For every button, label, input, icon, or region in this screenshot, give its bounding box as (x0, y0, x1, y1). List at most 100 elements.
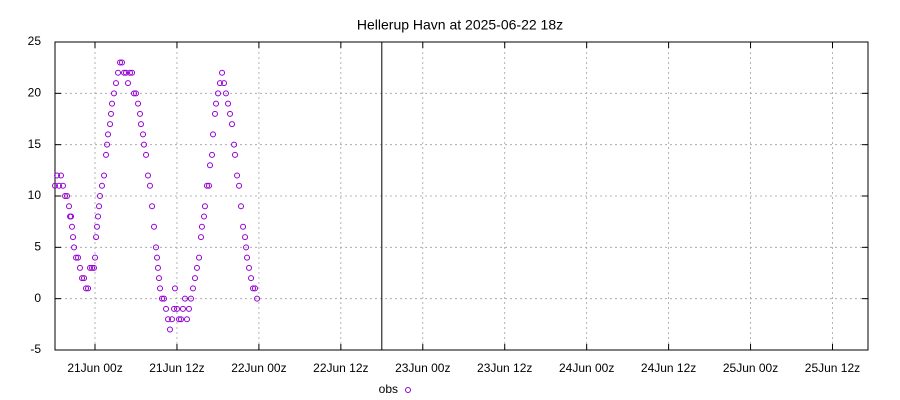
point (182, 295, 189, 302)
x-tick-label: 25Jun 12z (805, 361, 860, 375)
point (219, 69, 226, 76)
point (227, 110, 234, 117)
point (135, 100, 142, 107)
point (98, 182, 105, 189)
point (151, 223, 158, 230)
point (250, 285, 257, 292)
point (155, 275, 162, 282)
point (69, 223, 76, 230)
legend-marker (405, 387, 411, 393)
point (165, 316, 172, 323)
x-tick-label: 21Jun 00z (67, 361, 122, 375)
x-tick-label: 25Jun 00z (723, 361, 778, 375)
point (59, 182, 66, 189)
point (231, 141, 238, 148)
point (205, 182, 212, 189)
point (171, 285, 178, 292)
point (137, 110, 144, 117)
point (187, 295, 194, 302)
point (95, 213, 102, 220)
point (109, 100, 116, 107)
point (244, 254, 251, 261)
point (132, 90, 139, 97)
point (93, 223, 100, 230)
point (58, 172, 65, 179)
point (234, 172, 241, 179)
point (96, 193, 103, 199)
point (145, 172, 152, 179)
point (242, 234, 249, 241)
point (183, 316, 190, 323)
point (176, 316, 183, 323)
point (190, 285, 197, 292)
point (160, 295, 167, 302)
point (193, 264, 200, 271)
point (75, 254, 82, 261)
point (73, 254, 80, 261)
point (104, 131, 111, 138)
point (107, 110, 114, 117)
point (92, 254, 99, 261)
point (152, 244, 159, 251)
point (157, 285, 164, 292)
point (174, 305, 181, 312)
point (124, 80, 131, 87)
point (118, 59, 125, 66)
point (62, 193, 69, 199)
point (96, 203, 103, 210)
point (52, 182, 58, 189)
point (89, 264, 96, 271)
point (213, 100, 220, 107)
point (85, 285, 92, 292)
point (68, 213, 75, 220)
point (101, 172, 108, 179)
point (126, 69, 133, 76)
x-tick-label: 24Jun 12z (641, 361, 696, 375)
point (177, 316, 184, 323)
point (201, 203, 208, 210)
point (254, 295, 261, 302)
point (87, 264, 94, 271)
point (208, 151, 215, 158)
point (149, 203, 156, 210)
point (200, 213, 207, 220)
point (168, 316, 175, 323)
y-tick-label: 25 (28, 34, 42, 48)
point (143, 151, 150, 158)
y-tick-label: 0 (34, 291, 41, 305)
point (121, 69, 128, 76)
point (90, 264, 97, 271)
point (221, 80, 228, 87)
point (93, 234, 100, 241)
x-tick-label: 23Jun 00z (395, 361, 450, 375)
point (71, 244, 78, 251)
point (76, 264, 83, 271)
point (204, 182, 211, 189)
point (56, 182, 63, 189)
point (112, 80, 119, 87)
point (245, 264, 252, 271)
plot-frame (54, 41, 869, 351)
point (137, 121, 144, 128)
point (211, 110, 218, 117)
point (64, 193, 71, 199)
point (159, 295, 166, 302)
point (225, 100, 232, 107)
point (115, 69, 122, 76)
point (154, 264, 161, 271)
point (123, 69, 130, 76)
x-tick-label: 23Jun 12z (477, 361, 532, 375)
x-tick-label: 22Jun 12z (313, 361, 368, 375)
point (54, 172, 61, 179)
point (154, 254, 161, 261)
point (252, 285, 259, 292)
point (140, 131, 147, 138)
point (248, 275, 255, 282)
point (236, 182, 243, 189)
y-tick-label: 10 (28, 188, 42, 202)
y-tick-label: 15 (28, 137, 42, 151)
legend-label: obs (379, 382, 398, 396)
point (70, 234, 77, 241)
y-tick-label: 20 (28, 86, 42, 100)
